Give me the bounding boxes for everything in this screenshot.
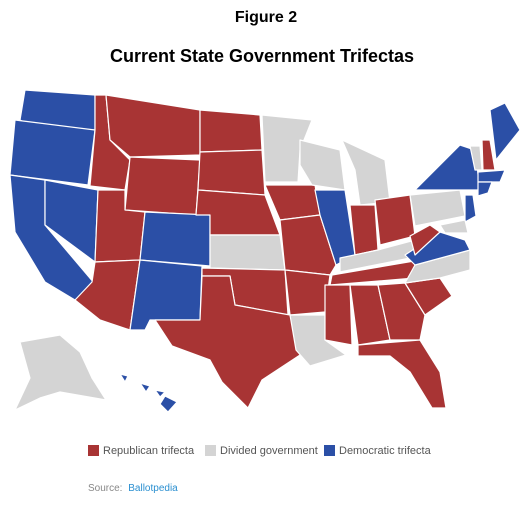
state: [105, 94, 201, 158]
state: [159, 395, 178, 413]
state: [299, 139, 346, 191]
source-link[interactable]: Ballotpedia: [128, 483, 178, 494]
state: [209, 234, 286, 271]
state: [154, 389, 166, 398]
state: [357, 339, 447, 409]
state: [477, 181, 493, 197]
map: [9, 89, 521, 413]
state: [154, 275, 301, 409]
state: [324, 284, 353, 346]
state: [129, 259, 203, 331]
state: [119, 373, 129, 383]
state: [374, 194, 416, 246]
legend: Republican trifecta Divided government Dem…: [88, 445, 432, 457]
state: [489, 102, 521, 161]
state: [261, 114, 313, 183]
state: [284, 269, 331, 316]
figure-label: Figure 2: [235, 9, 297, 26]
state: [9, 119, 96, 186]
state: [469, 145, 483, 171]
state: [124, 156, 201, 216]
state: [264, 184, 321, 221]
state: [409, 224, 441, 256]
source-prefix: Source:: [88, 483, 122, 494]
state: [199, 109, 263, 153]
legend-label: Republican trifecta: [103, 445, 195, 457]
state: [477, 169, 506, 183]
legend-swatch: [88, 445, 99, 456]
state: [341, 139, 391, 206]
title: Current State Government Trifectas: [110, 46, 414, 66]
state: [139, 382, 151, 393]
state: [349, 204, 379, 256]
state: [139, 211, 211, 267]
state: [409, 189, 466, 227]
state: [74, 259, 141, 331]
legend-label: Divided government: [220, 445, 318, 457]
state: [464, 194, 477, 223]
legend-swatch: [205, 445, 216, 456]
state: [197, 149, 266, 196]
state: [414, 144, 481, 191]
state: [14, 334, 107, 411]
legend-swatch: [324, 445, 335, 456]
legend-label: Democratic trifecta: [339, 445, 432, 457]
state: [279, 214, 337, 276]
source: Source: Ballotpedia: [88, 483, 178, 494]
state: [439, 219, 469, 234]
state: [481, 139, 496, 171]
